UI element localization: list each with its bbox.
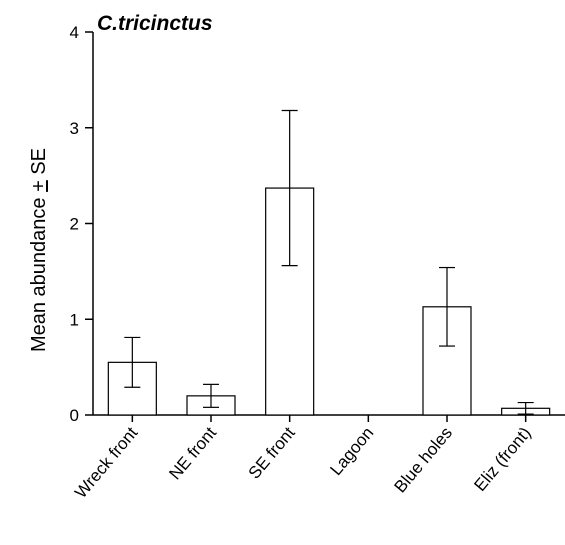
y-axis-label-suffix: SE xyxy=(28,148,50,180)
y-tick-label: 0 xyxy=(70,406,79,425)
error-bar xyxy=(439,266,455,347)
y-axis-label-prefix: Mean abundance xyxy=(28,192,50,352)
y-tick-label: 1 xyxy=(70,310,79,329)
y-axis-label-pm: + xyxy=(28,180,50,192)
x-tick-label: Blue holes xyxy=(390,423,456,496)
error-bar xyxy=(124,336,141,388)
y-tick-label: 3 xyxy=(70,119,79,138)
error-bar xyxy=(281,109,298,267)
x-tick-label: Wreck front xyxy=(71,423,141,502)
error-bar xyxy=(203,383,219,408)
x-tick-label: SE front xyxy=(245,423,299,482)
chart-title: C.tricinctus xyxy=(97,12,213,35)
bar-series xyxy=(107,187,551,416)
y-axis-label: Mean abundance + SE xyxy=(28,148,50,352)
y-axis-ticks: 0 1 2 3 4 xyxy=(70,23,93,425)
x-tick-label: Lagoon xyxy=(326,423,377,479)
x-tick-label: Eliz (front) xyxy=(470,423,534,495)
error-bar xyxy=(517,401,534,415)
y-tick-label: 4 xyxy=(70,23,79,42)
y-tick-label: 2 xyxy=(70,215,79,234)
error-bar-series xyxy=(124,109,534,415)
x-axis-tick-labels: Wreck front NE front SE front Lagoon Blue ho… xyxy=(71,415,535,502)
x-tick-label: NE front xyxy=(165,423,220,483)
